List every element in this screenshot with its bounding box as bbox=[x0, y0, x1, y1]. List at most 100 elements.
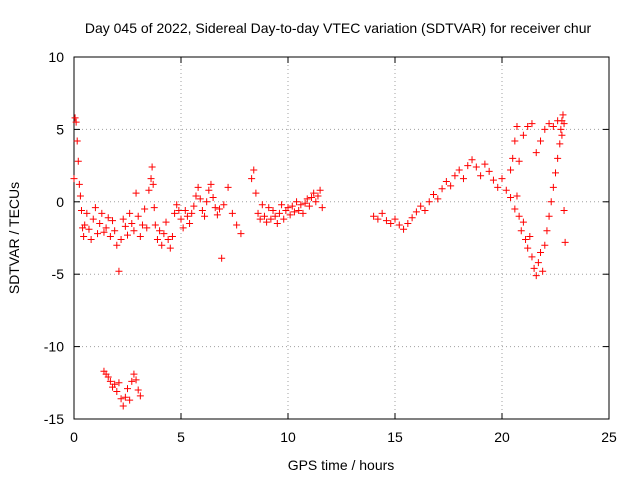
data-point-evening bbox=[545, 212, 553, 220]
data-point-evening bbox=[528, 120, 536, 128]
data-point-low-cluster bbox=[117, 395, 125, 403]
data-point-evening bbox=[509, 154, 517, 162]
data-point-main bbox=[80, 233, 88, 241]
data-point-evening bbox=[534, 259, 542, 267]
data-point-main bbox=[218, 254, 226, 262]
axis-ticks: 0 5 10 15 20 25 -15 -10 -5 0 5 10 bbox=[44, 49, 617, 445]
data-point-evening bbox=[517, 227, 525, 235]
data-point-low-cluster bbox=[124, 385, 131, 393]
data-point-main bbox=[260, 212, 268, 220]
data-point-main bbox=[263, 218, 271, 226]
data-point-main bbox=[305, 202, 313, 210]
x-axis-label: GPS time / hours bbox=[288, 457, 395, 473]
y-tick-label: -5 bbox=[52, 266, 65, 282]
data-point-main bbox=[265, 204, 273, 212]
data-point-evening bbox=[442, 178, 450, 186]
x-tick-label: 20 bbox=[494, 429, 510, 445]
data-point-main bbox=[284, 204, 292, 212]
data-point-evening bbox=[549, 183, 557, 191]
data-point-main bbox=[109, 217, 117, 225]
data-point-evening bbox=[519, 131, 527, 139]
data-point-main bbox=[121, 222, 129, 230]
data-point-evening bbox=[522, 235, 530, 243]
data-point-low-cluster bbox=[106, 377, 114, 385]
data-point-low-cluster bbox=[136, 392, 144, 400]
data-point-main bbox=[132, 189, 140, 197]
data-point-evening bbox=[421, 206, 429, 214]
data-point-main bbox=[295, 206, 303, 214]
data-point-main bbox=[89, 215, 97, 223]
data-point-evening bbox=[560, 206, 568, 214]
data-point-evening bbox=[391, 215, 399, 223]
data-point-low-cluster bbox=[115, 379, 123, 387]
x-tick-label: 10 bbox=[280, 429, 296, 445]
data-point-evening bbox=[507, 166, 515, 174]
data-point-evening bbox=[537, 248, 545, 256]
data-point-main bbox=[297, 201, 305, 209]
data-point-evening bbox=[541, 241, 549, 249]
data-point-evening bbox=[395, 221, 403, 229]
data-point-main bbox=[237, 230, 245, 238]
data-point-evening bbox=[412, 208, 420, 216]
data-point-evening bbox=[481, 160, 489, 168]
data-point-main bbox=[286, 211, 294, 219]
data-point-evening bbox=[408, 214, 416, 222]
data-point-evening bbox=[513, 192, 521, 200]
data-point-main bbox=[233, 221, 241, 229]
data-point-evening bbox=[378, 209, 386, 217]
data-point-evening bbox=[489, 176, 497, 184]
data-point-main bbox=[301, 199, 309, 207]
data-point-main bbox=[192, 192, 200, 200]
data-point-evening bbox=[515, 212, 523, 220]
data-point-main bbox=[72, 118, 80, 126]
data-point-evening bbox=[455, 166, 463, 174]
data-point-main bbox=[194, 183, 202, 191]
y-tick-label: 5 bbox=[56, 121, 64, 137]
data-point-main bbox=[141, 205, 149, 213]
data-point-main bbox=[111, 227, 119, 235]
data-point-main bbox=[310, 189, 318, 197]
data-point-evening bbox=[477, 172, 485, 180]
data-points bbox=[70, 111, 569, 410]
data-point-main bbox=[98, 209, 106, 217]
data-point-evening bbox=[498, 175, 506, 183]
data-point-main bbox=[280, 215, 288, 223]
data-point-evening bbox=[547, 198, 555, 206]
data-point-low-cluster bbox=[130, 370, 138, 378]
data-point-evening bbox=[434, 195, 442, 203]
x-tick-label: 25 bbox=[601, 429, 617, 445]
data-point-evening bbox=[485, 167, 493, 175]
data-point-low-cluster bbox=[119, 402, 127, 410]
data-point-main bbox=[113, 241, 121, 249]
data-point-main bbox=[278, 201, 286, 209]
data-point-main bbox=[188, 209, 196, 217]
data-point-evening bbox=[404, 220, 412, 228]
data-point-evening bbox=[528, 253, 536, 261]
data-point-main bbox=[100, 228, 108, 236]
data-point-main bbox=[148, 163, 156, 171]
data-point-main bbox=[153, 235, 161, 243]
y-tick-label: -15 bbox=[44, 411, 64, 427]
data-point-main bbox=[94, 230, 102, 238]
data-point-evening bbox=[552, 169, 559, 177]
data-point-evening bbox=[526, 233, 534, 241]
data-point-main bbox=[130, 227, 138, 235]
data-point-evening bbox=[417, 202, 425, 210]
data-point-main bbox=[207, 180, 215, 188]
y-axis-label: SDTVAR / TECUs bbox=[6, 182, 22, 294]
data-point-main bbox=[181, 206, 189, 214]
chart-title: Day 045 of 2022, Sidereal Day-to-day VTE… bbox=[85, 20, 592, 36]
data-point-main bbox=[117, 235, 125, 243]
data-point-main bbox=[76, 192, 84, 200]
data-point-main bbox=[126, 209, 134, 217]
data-point-main bbox=[96, 220, 104, 228]
data-point-evening bbox=[545, 120, 553, 128]
data-point-main bbox=[312, 198, 320, 206]
data-point-evening bbox=[515, 157, 523, 165]
data-point-main bbox=[205, 186, 213, 194]
data-point-evening bbox=[472, 163, 480, 171]
data-point-low-cluster bbox=[113, 387, 121, 395]
data-point-evening bbox=[382, 217, 390, 225]
data-point-main bbox=[203, 198, 211, 206]
